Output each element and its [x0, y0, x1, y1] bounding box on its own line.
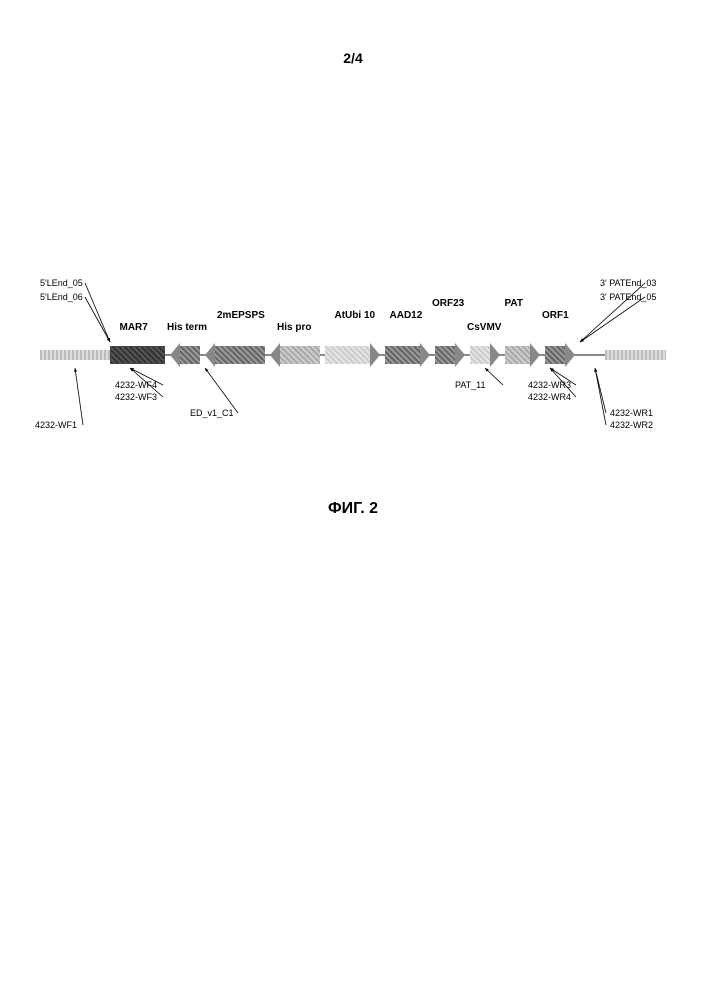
element-ORF1	[545, 346, 565, 364]
element-His_term	[180, 346, 200, 364]
callout-4232-WF4: 4232-WF4	[115, 380, 157, 390]
callout-5-LEnd-05: 5'LEnd_05	[40, 278, 83, 288]
flank-right	[605, 350, 666, 360]
element-ORF23	[435, 346, 455, 364]
page-number: 2/4	[343, 50, 362, 66]
element-PAT-head	[530, 343, 540, 367]
label-CsVMV: CsVMV	[467, 322, 501, 333]
label-2mEPSPS: 2mEPSPS	[217, 310, 265, 321]
flank-left	[40, 350, 110, 360]
element-ORF23-head	[455, 343, 465, 367]
label-MAR7: MAR7	[120, 322, 148, 333]
callout-3-PATEnd-05: 3' PATEnd_05	[600, 292, 656, 302]
element-CsVMV-head	[490, 343, 500, 367]
element-ORF1-head	[565, 343, 575, 367]
label-AAD12: AAD12	[390, 310, 423, 321]
gene-map-track: MAR7His term2mEPSPSHis proAtUbi 10AAD12O…	[40, 340, 666, 370]
element-AAD12-head	[420, 343, 430, 367]
element-AtUbi10	[325, 346, 370, 364]
figure-caption: ФИГ. 2	[328, 500, 378, 518]
element-His_pro	[280, 346, 320, 364]
callout-5-LEnd-06: 5'LEnd_06	[40, 292, 83, 302]
callout-4232-WR4: 4232-WR4	[528, 392, 571, 402]
label-His_term: His term	[167, 322, 207, 333]
element-AtUbi10-head	[370, 343, 380, 367]
label-AtUbi10: AtUbi 10	[335, 310, 376, 321]
element-AAD12	[385, 346, 420, 364]
element-His_pro-head	[270, 343, 280, 367]
label-ORF23: ORF23	[432, 298, 464, 309]
element-His_term-head	[170, 343, 180, 367]
callout-4232-WR1: 4232-WR1	[610, 408, 653, 418]
element-2mEPSPS	[215, 346, 265, 364]
element-MAR7	[110, 346, 165, 364]
callout-4232-WF3: 4232-WF3	[115, 392, 157, 402]
element-CsVMV	[470, 346, 490, 364]
callout-4232-WR3: 4232-WR3	[528, 380, 571, 390]
label-His_pro: His pro	[277, 322, 311, 333]
gene-map-diagram: MAR7 His term 2mEPSPS His pro AtUbi 10 AAD12 O…	[40, 240, 666, 440]
callout-3-PATEnd-03: 3' PATEnd_03	[600, 278, 656, 288]
callout-PAT-11: PAT_11	[455, 380, 486, 390]
label-ORF1: ORF1	[542, 310, 569, 321]
element-2mEPSPS-head	[205, 343, 215, 367]
element-PAT	[505, 346, 530, 364]
callout-4232-WR2: 4232-WR2	[610, 420, 653, 430]
label-PAT: PAT	[505, 298, 524, 309]
callout-4232-WF1: 4232-WF1	[35, 420, 77, 430]
callout-ED-v1-C1: ED_v1_C1	[190, 408, 234, 418]
